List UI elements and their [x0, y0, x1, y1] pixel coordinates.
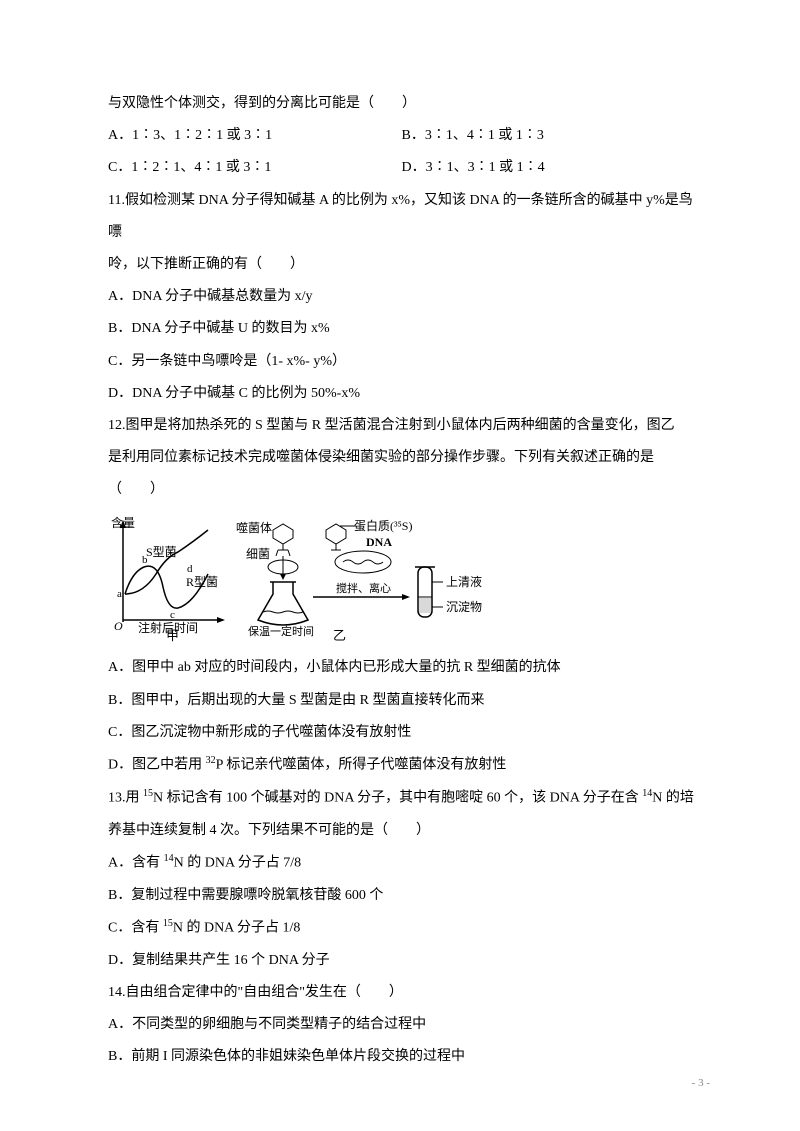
dna-label: DNA — [366, 535, 392, 549]
q11-optD: D．DNA 分子中碱基 C 的比例为 50%-x% — [108, 378, 695, 410]
q10-optD: D．3∶1、3∶1 或 1∶4 — [402, 152, 696, 184]
s-label-text: S型菌 — [146, 545, 177, 559]
pointB: b — [142, 554, 148, 566]
q13-optB: B．复制过程中需要腺嘌呤脱氧核苷酸 600 个 — [108, 880, 695, 912]
mix-label: 搅拌、离心 — [336, 581, 391, 595]
pointA: a — [117, 588, 122, 600]
keep-label: 保温一定时间 — [248, 624, 314, 638]
q11-stem: 11.假如检测某 DNA 分子得知碱基 A 的比例为 x%，又知该 DNA 的一… — [108, 185, 695, 249]
q14-optB: B．前期 I 同源染色体的非姐妹染色单体片段交换的过程中 — [108, 1041, 695, 1073]
q13-optA: A．含有 14N 的 DNA 分子占 7/8 — [108, 847, 695, 880]
q13-stem2: 养基中连续复制 4 次。下列结果不可能的是（ ） — [108, 815, 695, 847]
q13-optC: C．含有 15N 的 DNA 分子占 1/8 — [108, 912, 695, 945]
q12-stem2: 是利用同位素标记技术完成噬菌体侵染细菌实验的部分操作步骤。下列有关叙述正确的是 — [108, 442, 695, 474]
caption-yi: 乙 — [333, 628, 346, 642]
phage-label: 噬菌体 — [236, 520, 272, 535]
q11-optB: B．DNA 分子中碱基 U 的数目为 x% — [108, 313, 695, 345]
q12-optB: B．图甲中，后期出现的大量 S 型菌是由 R 型菌直接转化而来 — [108, 685, 695, 717]
q10-optA: A．1∶3、1∶2∶1 或 3∶1 — [108, 120, 402, 152]
ylabel-text: 含量 — [111, 515, 135, 530]
q13-stem: 13.用 15N 标记含有 100 个碱基对的 DNA 分子，其中有胞嘧啶 60… — [108, 782, 695, 815]
q13-optD: D．复制结果共产生 16 个 DNA 分子 — [108, 945, 695, 977]
q10-optB: B．3∶1、4∶1 或 1∶3 — [402, 120, 696, 152]
q12-stem: 12.图甲是将加热杀死的 S 型菌与 R 型活菌混合注射到小鼠体内后两种细菌的含… — [108, 410, 695, 442]
q14-stem: 14.自由组合定律中的"自由组合"发生在（ ） — [108, 977, 695, 1009]
q11-optC: C．另一条链中鸟嘌呤是（1- x%- y%） — [108, 346, 695, 378]
q10-stem: 与双隐性个体测交，得到的分离比可能是（ ） — [108, 88, 695, 120]
liquid-label: 上清液 — [446, 574, 482, 589]
svg-text:O: O — [114, 619, 123, 633]
q12-optC: C．图乙沉淀物中新形成的子代噬菌体没有放射性 — [108, 717, 695, 749]
q12-optA: A．图甲中 ab 对应的时间段内，小鼠体内已形成大量的抗 R 型细菌的抗体 — [108, 652, 695, 684]
q14-optA: A．不同类型的卵细胞与不同类型精子的结合过程中 — [108, 1009, 695, 1041]
q12-stem3: （ ） — [108, 474, 695, 506]
caption-jia: 甲 — [166, 628, 179, 642]
q12-optD: D．图乙中若用 32P 标记亲代噬菌体，所得子代噬菌体没有放射性 — [108, 749, 695, 782]
pointD: d — [187, 563, 193, 575]
page-number: - 3 - — [692, 1071, 710, 1096]
cell-label: 细菌 — [246, 547, 270, 561]
r-label-text: R型菌 — [186, 575, 218, 589]
precip-label: 沉淀物 — [446, 600, 482, 614]
q10-optC: C．1∶2∶1、4∶1 或 3∶1 — [108, 152, 402, 184]
q12-figure: 含量 S型菌 R型菌 a b c d 注射后时间 O 甲 噬菌体 细菌 — [108, 512, 695, 642]
protein-label: 蛋白质(³⁵S) — [354, 518, 412, 533]
q11-stem2: 呤，以下推断正确的有（ ） — [108, 249, 695, 281]
q11-optA: A．DNA 分子中碱基总数量为 x/y — [108, 281, 695, 313]
pointC: c — [170, 609, 175, 621]
